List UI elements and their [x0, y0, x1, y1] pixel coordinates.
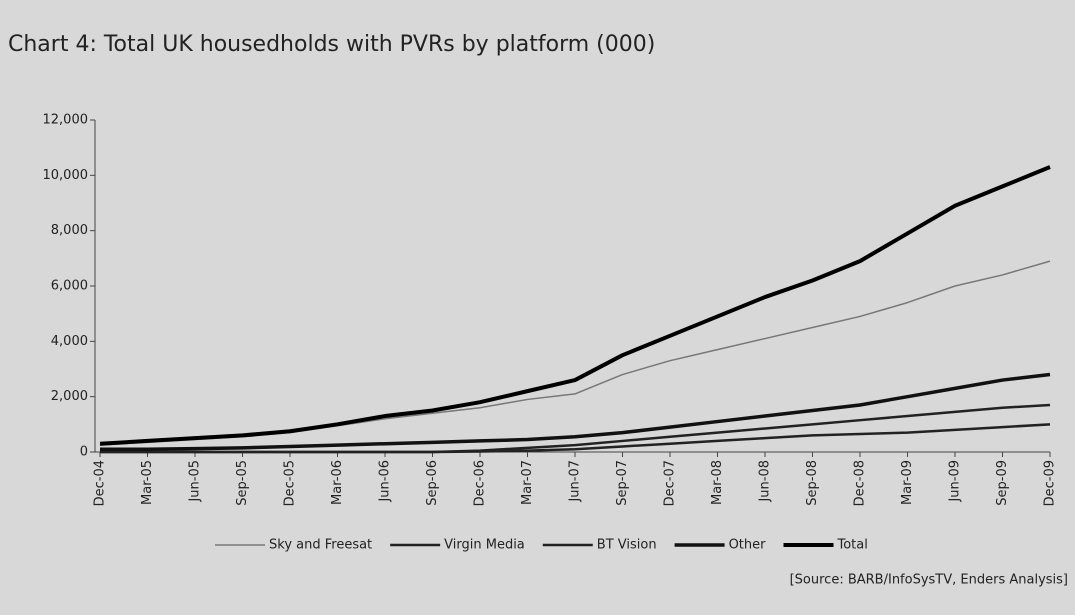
legend-label: Other: [729, 538, 767, 553]
y-tick-label: 0: [80, 445, 88, 460]
y-tick-label: 4,000: [51, 334, 88, 349]
chart-title: Chart 4: Total UK housedholds with PVRs …: [8, 32, 655, 57]
x-tick-label: Jun-09: [948, 460, 963, 503]
y-tick-label: 6,000: [51, 279, 88, 294]
x-tick-label: Mar-05: [140, 460, 155, 505]
legend-label: Virgin Media: [444, 538, 525, 553]
x-tick-label: Dec-08: [853, 460, 868, 506]
x-tick-label: Jun-07: [568, 460, 583, 503]
y-tick-label: 8,000: [51, 223, 88, 238]
x-tick-label: Sep-09: [995, 460, 1010, 506]
x-tick-label: Dec-09: [1043, 460, 1058, 506]
x-tick-label: Jun-05: [188, 460, 203, 503]
x-tick-label: Mar-08: [710, 460, 725, 505]
y-tick-label: 12,000: [43, 113, 89, 128]
legend-label: Total: [837, 538, 868, 553]
x-tick-label: Jun-08: [758, 460, 773, 503]
x-tick-label: Sep-06: [425, 460, 440, 506]
x-tick-label: Dec-06: [473, 460, 488, 506]
x-tick-label: Sep-05: [235, 460, 250, 506]
y-tick-label: 10,000: [43, 168, 89, 183]
x-tick-label: Sep-07: [615, 460, 630, 506]
x-tick-label: Jun-06: [378, 460, 393, 503]
y-tick-label: 2,000: [51, 389, 88, 404]
legend-label: Sky and Freesat: [269, 538, 372, 553]
series-line: [100, 372, 1051, 451]
source: [Source: BARB/InfoSysTV, Enders Analysis…: [790, 573, 1068, 588]
x-tick-label: Dec-04: [93, 460, 108, 506]
series-line: [99, 165, 1051, 446]
x-tick-label: Sep-08: [805, 460, 820, 506]
series-line: [100, 423, 1051, 454]
x-tick-label: Dec-07: [663, 460, 678, 506]
legend-label: BT Vision: [597, 538, 657, 553]
x-tick-label: Mar-07: [520, 460, 535, 505]
x-tick-label: Mar-06: [330, 460, 345, 505]
x-tick-label: Dec-05: [283, 460, 298, 506]
x-tick-label: Mar-09: [900, 460, 915, 505]
